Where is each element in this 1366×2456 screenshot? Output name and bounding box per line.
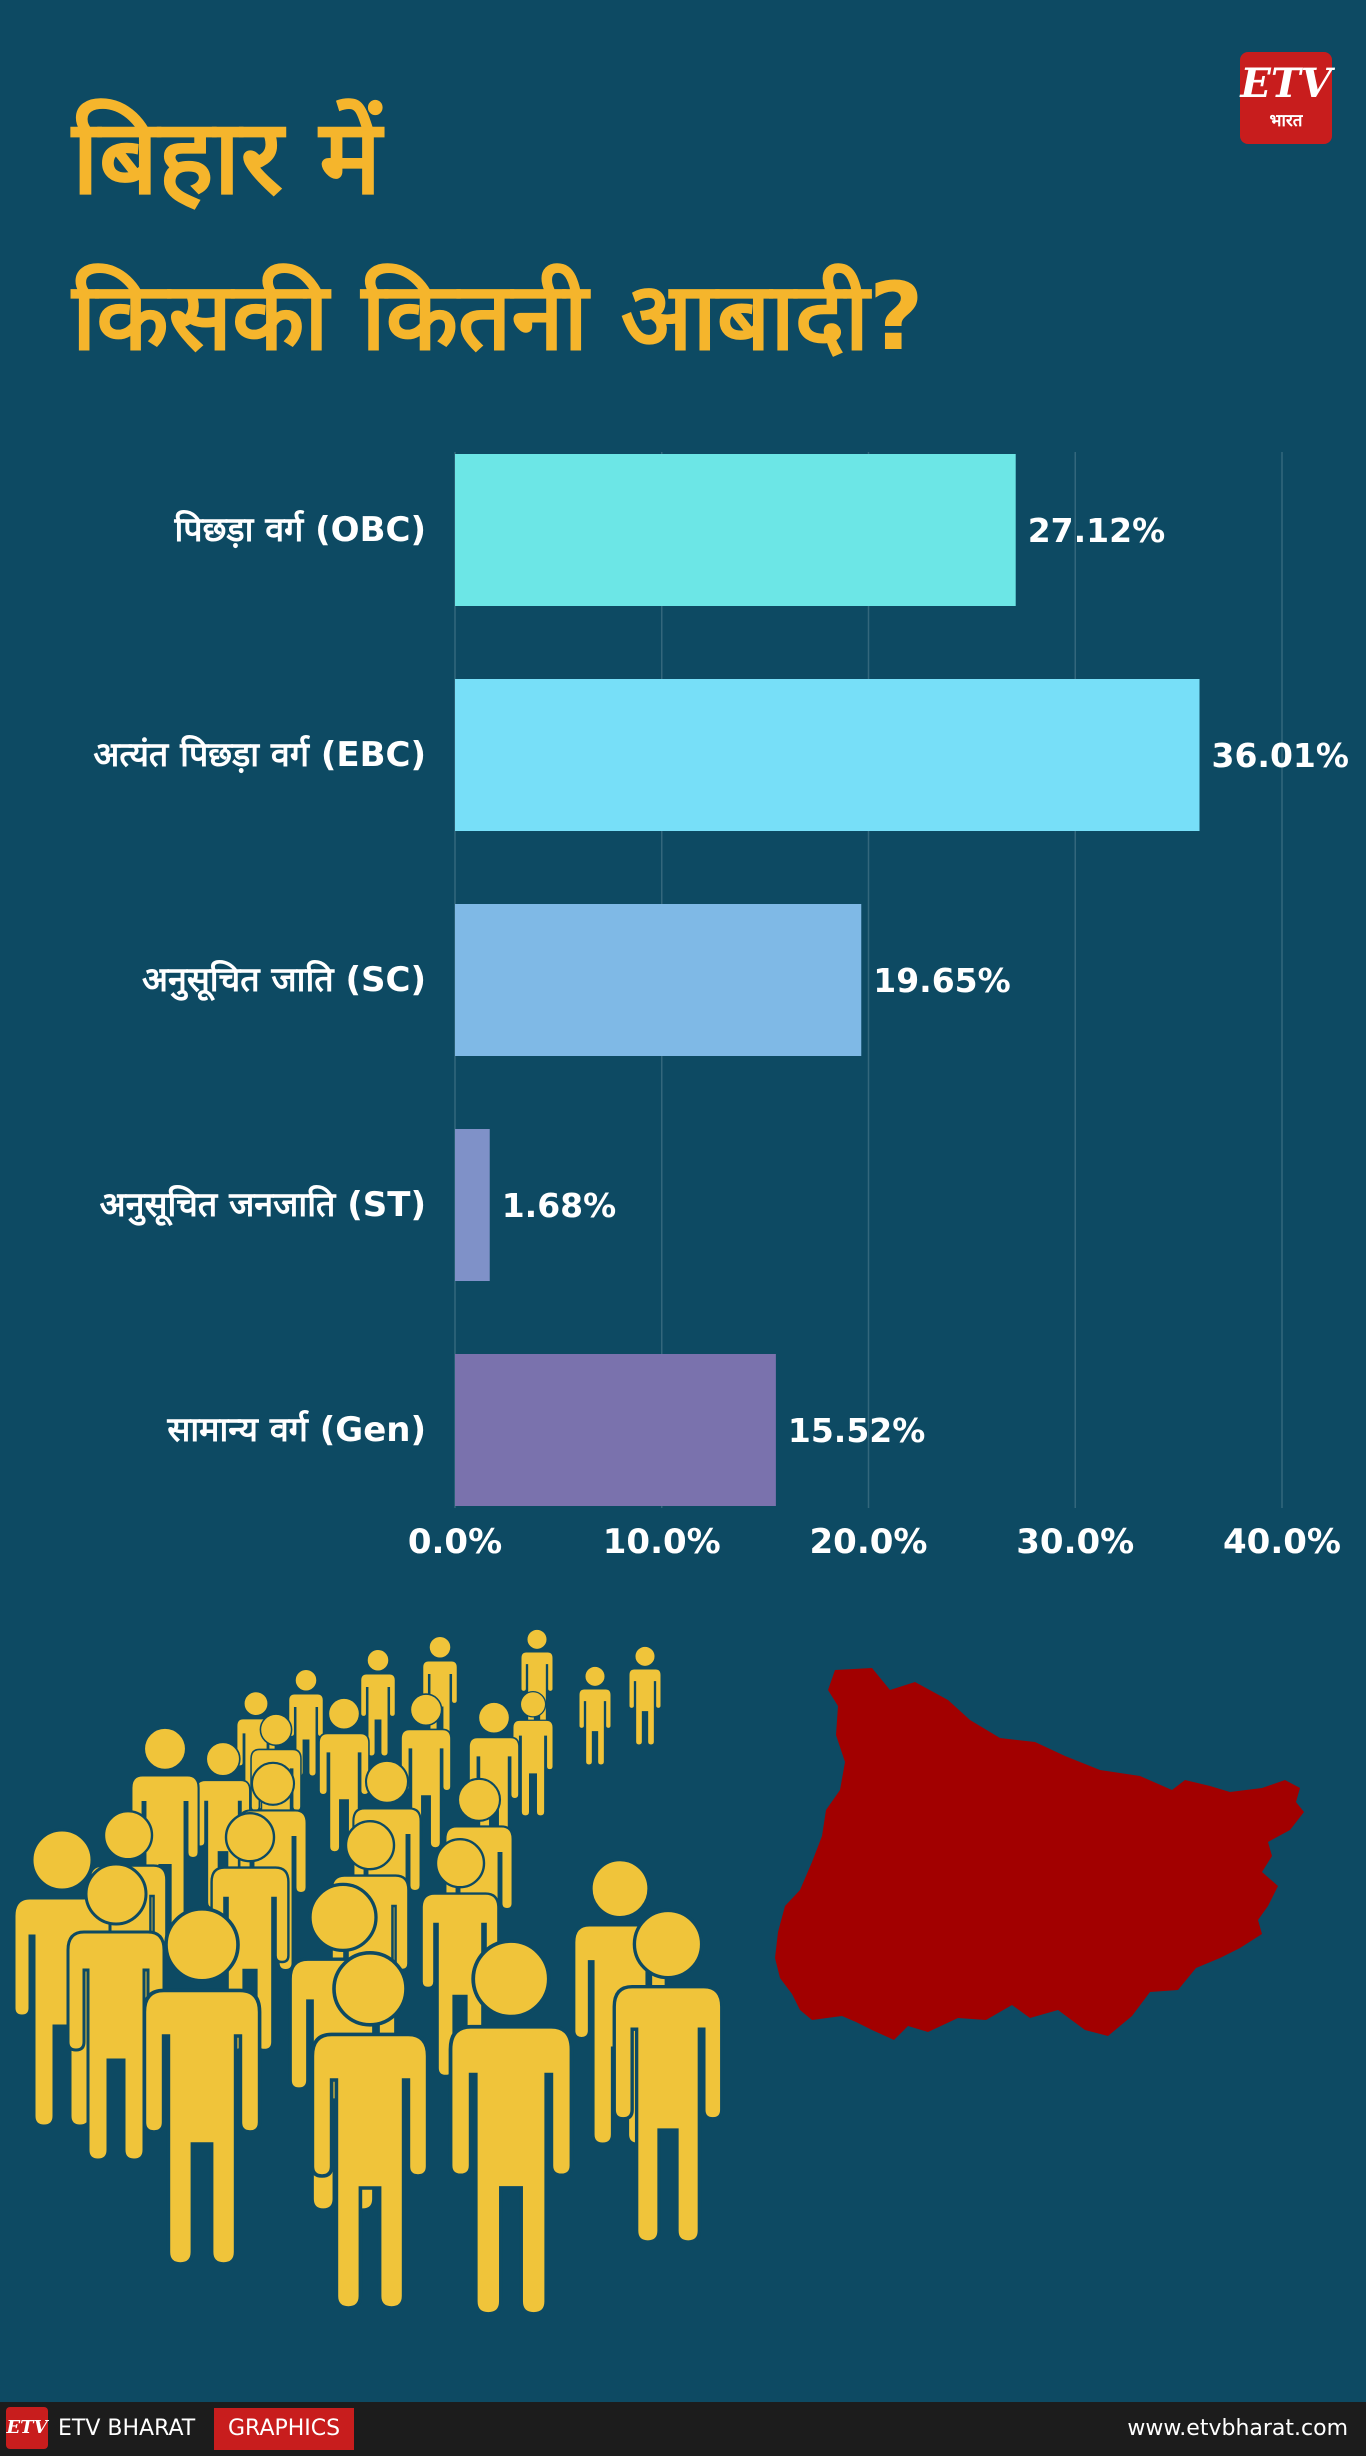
bar-chart: 0.0% 10.0% 20.0% 30.0% 40.0% 27.12% पिछड़ा वर्… (93, 452, 1349, 1562)
bar (455, 679, 1200, 831)
logo-mark: ETV (1240, 60, 1332, 107)
footer-bar: ETV ETV BHARAT GRAPHICS www.etvbharat.co… (0, 2402, 1366, 2456)
x-tick-label: 20.0% (810, 1522, 928, 1562)
bihar-map-icon (775, 1668, 1304, 2040)
data-label: 19.65% (873, 961, 1010, 1000)
data-label: 27.12% (1028, 511, 1165, 550)
x-tick-label: 30.0% (1016, 1522, 1134, 1562)
bar (455, 904, 862, 1056)
category-label: अनुसूचित जाति (SC) (142, 959, 426, 1002)
footer-logo: ETV (6, 2407, 48, 2449)
x-tick-label: 0.0% (408, 1522, 502, 1562)
category-label: अनुसूचित जनजाति (ST) (100, 1184, 426, 1227)
data-label: 36.01% (1212, 736, 1349, 775)
crowd-people-icon (12, 1628, 724, 2314)
bar (455, 1129, 490, 1281)
logo-subtext: भारत (1269, 111, 1303, 131)
category-label: अत्यंत पिछड़ा वर्ग (EBC) (93, 734, 426, 775)
x-tick-label: 40.0% (1223, 1522, 1341, 1562)
footer-brand: ETV BHARAT (58, 2416, 196, 2441)
bottom-illustration (12, 1628, 1304, 2314)
footer-website-link[interactable]: www.etvbharat.com (1127, 2416, 1348, 2441)
bar (455, 1354, 776, 1506)
title-line-2: किसकी कितनी आबादी? (72, 263, 924, 372)
footer-graphics-badge: GRAPHICS (214, 2408, 355, 2450)
data-label: 1.68% (502, 1186, 617, 1225)
category-label: पिछड़ा वर्ग (OBC) (173, 509, 426, 550)
category-label: सामान्य वर्ग (Gen) (166, 1409, 426, 1450)
title-line-1: बिहार में (72, 96, 382, 218)
etv-bharat-logo: ETV भारत (1240, 52, 1332, 144)
x-tick-label: 10.0% (603, 1522, 721, 1562)
data-label: 15.52% (788, 1411, 925, 1450)
bar (455, 454, 1016, 606)
